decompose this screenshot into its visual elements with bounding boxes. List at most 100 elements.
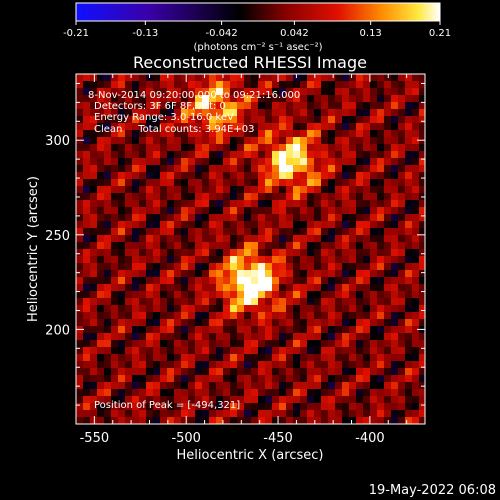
heatmap-cell <box>251 172 258 179</box>
heatmap-cell <box>370 186 377 193</box>
heatmap-cell <box>83 158 90 165</box>
heatmap-cell <box>174 326 181 333</box>
heatmap-cell <box>307 319 314 326</box>
heatmap-cell <box>139 354 146 361</box>
heatmap-cell <box>104 270 111 277</box>
heatmap-cell <box>405 123 412 130</box>
heatmap-cell <box>363 228 370 235</box>
heatmap-cell <box>188 354 195 361</box>
heatmap-cell <box>335 305 342 312</box>
heatmap-cell <box>293 319 300 326</box>
heatmap-cell <box>230 165 237 172</box>
heatmap-cell <box>398 410 405 417</box>
heatmap-cell <box>398 74 405 81</box>
heatmap-cell <box>244 256 251 263</box>
heatmap-cell <box>146 144 153 151</box>
heatmap-cell <box>251 298 258 305</box>
heatmap-cell <box>181 165 188 172</box>
colorbar-tick-label: -0.042 <box>205 28 237 39</box>
heatmap-cell <box>398 102 405 109</box>
heatmap-cell <box>258 221 265 228</box>
heatmap-cell <box>153 361 160 368</box>
heatmap-cell <box>125 361 132 368</box>
heatmap-cell <box>405 326 412 333</box>
heatmap-cell <box>195 312 202 319</box>
heatmap-cell <box>202 109 209 116</box>
heatmap-cell <box>160 228 167 235</box>
heatmap-cell <box>265 277 272 284</box>
heatmap-cell <box>293 81 300 88</box>
heatmap-cell <box>321 375 328 382</box>
heatmap-cell <box>76 249 83 256</box>
heatmap-cell <box>237 242 244 249</box>
heatmap-cell <box>321 109 328 116</box>
heatmap-cell <box>216 123 223 130</box>
heatmap-cell <box>244 151 251 158</box>
heatmap-cell <box>83 340 90 347</box>
heatmap-cell <box>83 123 90 130</box>
heatmap-cell <box>272 81 279 88</box>
heatmap-cell <box>132 193 139 200</box>
heatmap-cell <box>398 354 405 361</box>
heatmap-cell <box>244 249 251 256</box>
heatmap-cell <box>300 354 307 361</box>
heatmap-cell <box>300 144 307 151</box>
heatmap-cell <box>286 228 293 235</box>
heatmap-cell <box>377 116 384 123</box>
heatmap-cell <box>335 88 342 95</box>
heatmap-cell <box>258 165 265 172</box>
heatmap-cell <box>216 200 223 207</box>
heatmap-cell <box>328 123 335 130</box>
heatmap-cell <box>230 326 237 333</box>
heatmap-cell <box>279 389 286 396</box>
heatmap-cell <box>104 368 111 375</box>
heatmap-cell <box>391 95 398 102</box>
heatmap-cell <box>377 221 384 228</box>
heatmap-cell <box>181 270 188 277</box>
heatmap-cell <box>118 200 125 207</box>
heatmap-cell <box>153 263 160 270</box>
heatmap-cell <box>307 396 314 403</box>
heatmap-cell <box>209 354 216 361</box>
heatmap-cell <box>405 368 412 375</box>
heatmap-cell <box>272 144 279 151</box>
heatmap-cell <box>174 144 181 151</box>
heatmap-cell <box>279 186 286 193</box>
heatmap-cell <box>237 81 244 88</box>
heatmap-cell <box>118 403 125 410</box>
heatmap-cell <box>216 172 223 179</box>
heatmap-cell <box>293 179 300 186</box>
heatmap-cell <box>377 109 384 116</box>
heatmap-cell <box>356 319 363 326</box>
heatmap-cell <box>97 396 104 403</box>
heatmap-cell <box>258 347 265 354</box>
heatmap-cell <box>76 375 83 382</box>
heatmap-cell <box>356 326 363 333</box>
heatmap-cell <box>272 284 279 291</box>
heatmap-cell <box>405 319 412 326</box>
heatmap-cell <box>223 312 230 319</box>
heatmap-cell <box>216 256 223 263</box>
heatmap-cell <box>132 137 139 144</box>
heatmap-cell <box>125 312 132 319</box>
heatmap-cell <box>167 410 174 417</box>
heatmap-cell <box>132 361 139 368</box>
heatmap-cell <box>181 235 188 242</box>
heatmap-cell <box>230 95 237 102</box>
heatmap-cell <box>398 130 405 137</box>
heatmap-cell <box>146 151 153 158</box>
heatmap-cell <box>356 263 363 270</box>
heatmap-cell <box>118 228 125 235</box>
heatmap-cell <box>83 228 90 235</box>
y-tick-label: 200 <box>45 323 70 338</box>
heatmap-cell <box>328 354 335 361</box>
heatmap-cell <box>272 200 279 207</box>
heatmap-cell <box>377 200 384 207</box>
heatmap-cell <box>328 347 335 354</box>
energy-range-label: Energy Range: 3.0-16.0 keV <box>94 112 234 123</box>
heatmap-cell <box>279 305 286 312</box>
heatmap-cell <box>370 158 377 165</box>
heatmap-cell <box>419 340 425 347</box>
heatmap-cell <box>146 102 153 109</box>
heatmap-cell <box>139 249 146 256</box>
